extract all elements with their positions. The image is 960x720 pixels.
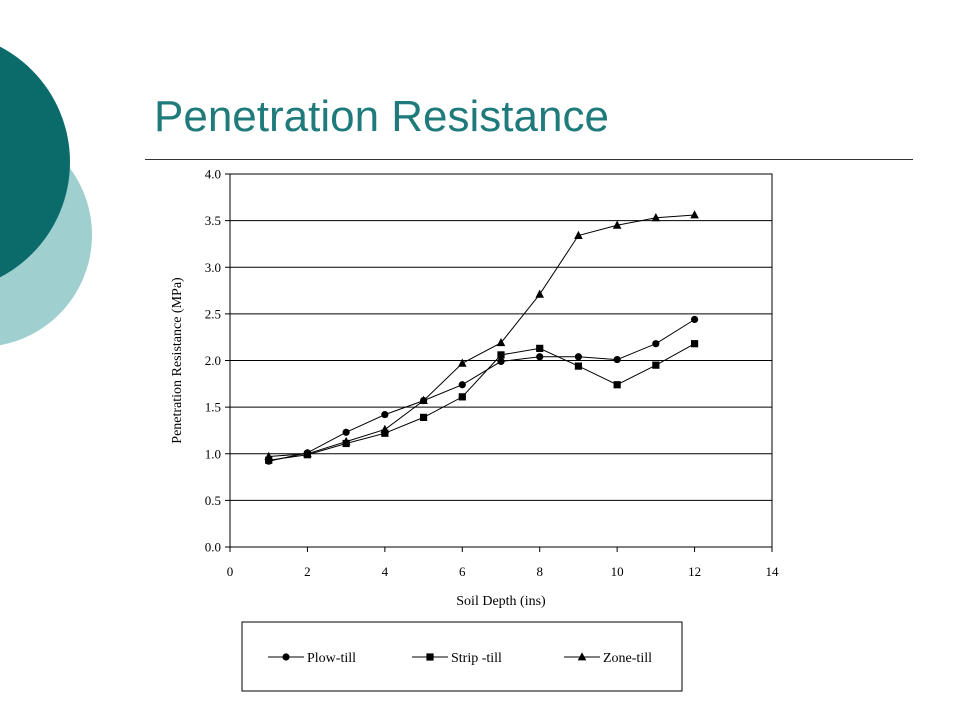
data-point	[613, 355, 621, 364]
data-point	[282, 653, 290, 661]
series-line	[268, 319, 695, 462]
y-tick-label: 3.0	[205, 260, 221, 275]
series-plow-till	[265, 315, 699, 465]
y-tick-label: 0.5	[205, 493, 221, 508]
x-axis-label: Soil Depth (ins)	[456, 594, 546, 609]
legend-entry-strip-till: Strip -till	[412, 651, 502, 666]
data-point	[381, 410, 389, 419]
data-point	[690, 340, 699, 348]
data-point	[496, 337, 506, 347]
y-tick-label: 1.0	[205, 446, 221, 461]
data-point	[577, 652, 587, 661]
axes: 0.0 0.5 1.0 1.5 2.0 2.5 3.0 3.5 4.0 0 2 4 6 8 10 12 14	[205, 167, 779, 580]
y-tick-label: 2.0	[205, 353, 221, 368]
data-point	[574, 353, 583, 361]
y-tick-label: 1.5	[205, 400, 221, 415]
data-point	[458, 393, 466, 401]
x-tick-label: 0	[227, 564, 234, 579]
slide-title: Penetration Resistance	[154, 92, 609, 141]
data-point	[690, 315, 699, 324]
x-tick-label: 14	[766, 564, 780, 579]
data-point	[651, 213, 661, 222]
x-tick-label: 10	[611, 564, 624, 579]
data-point	[457, 358, 467, 367]
data-point	[574, 230, 583, 239]
legend-label: Strip -till	[451, 651, 502, 666]
data-point	[419, 413, 428, 421]
series-line	[268, 343, 695, 461]
data-point	[690, 210, 699, 219]
data-point	[380, 424, 390, 433]
data-point	[536, 344, 544, 352]
legend: Plow-till Strip -till Zone-till	[241, 621, 683, 692]
data-point	[535, 289, 545, 298]
decor-circle-dark	[0, 46, 70, 278]
y-tick-label: 0.0	[205, 540, 221, 555]
data-point	[342, 428, 350, 436]
data-point	[341, 436, 351, 446]
decorative-circles	[0, 46, 92, 346]
x-tick-label: 8	[536, 564, 543, 579]
data-point	[426, 653, 434, 661]
y-tick-label: 4.0	[205, 167, 221, 182]
data-point	[303, 448, 312, 458]
data-point	[536, 353, 544, 361]
data-point	[381, 429, 389, 437]
x-tick-label: 6	[459, 564, 466, 579]
data-point	[612, 220, 622, 229]
data-point	[265, 456, 273, 464]
legend-label: Zone-till	[603, 651, 652, 666]
data-point	[652, 340, 660, 348]
series-line	[268, 214, 695, 457]
data-point	[574, 362, 583, 370]
title-divider	[145, 159, 913, 160]
series-layer	[264, 210, 699, 465]
legend-label: Plow-till	[307, 651, 356, 666]
data-point	[264, 451, 274, 460]
x-tick-label: 4	[382, 564, 389, 579]
y-axis-label: Penetration Resistance (MPa)	[170, 277, 185, 444]
series-strip-till	[265, 340, 699, 464]
series-zone-till	[264, 210, 699, 460]
y-tick-label: 2.5	[205, 306, 221, 321]
x-tick-label: 2	[304, 564, 311, 579]
data-point	[458, 381, 466, 389]
legend-box	[241, 621, 683, 692]
x-tick-label: 12	[688, 564, 701, 579]
data-point	[497, 351, 505, 359]
legend-entry-zone-till: Zone-till	[564, 651, 652, 666]
data-point	[613, 381, 621, 389]
y-tick-label: 3.5	[205, 213, 221, 228]
legend-entry-plow-till: Plow-till	[268, 651, 356, 666]
data-point	[652, 361, 660, 369]
data-point	[497, 357, 505, 366]
data-point	[419, 395, 428, 404]
